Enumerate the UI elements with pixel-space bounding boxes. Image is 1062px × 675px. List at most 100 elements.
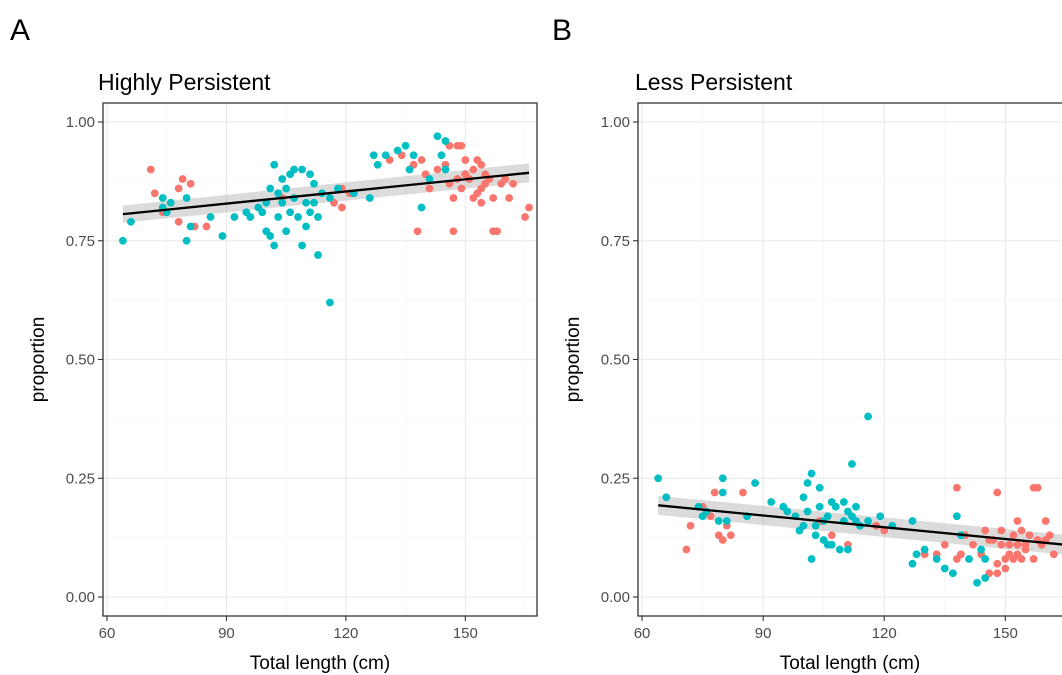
panel-b-point-series-2	[767, 498, 776, 506]
panel-b-point-series-2	[815, 502, 824, 511]
panel-b-point-series-1	[981, 526, 990, 535]
panel-a-point-series-1	[461, 156, 470, 164]
panel-b-point-series-2	[977, 545, 986, 554]
panel-a-point-series-1	[493, 227, 502, 236]
panel-b-point-series-2	[722, 517, 731, 525]
panel-a-point-series-2	[230, 213, 239, 221]
panel-a-y-tick-label: 0.25	[66, 470, 95, 487]
panel-a-point-series-1	[525, 203, 533, 212]
panel-b-point-series-1	[952, 483, 961, 492]
panel-b-point-series-2	[973, 578, 981, 587]
panel-b-point-series-2	[811, 531, 820, 540]
panel-a-point-series-1	[509, 179, 518, 188]
panel-b-point-series-1	[969, 540, 977, 549]
panel-b-point-series-2	[827, 540, 836, 549]
panel-a-point-series-2	[409, 151, 418, 160]
panel-a-point-series-2	[441, 137, 450, 145]
panel-b-point-series-2	[864, 517, 872, 525]
panel-b-y-tick-label: 0.25	[601, 470, 630, 487]
panel-a-point-series-2	[182, 194, 191, 202]
panel-b-point-series-1	[957, 550, 965, 559]
panel-a-point-series-2	[441, 165, 450, 174]
panel-a-point-series-2	[298, 165, 306, 174]
panel-b-x-tick-label: 60	[634, 625, 651, 642]
panel-b-point-series-1	[710, 488, 719, 497]
panel-a-point-series-1	[174, 184, 183, 193]
panel-a-point-series-1	[457, 184, 466, 193]
panel-a-point-series-1	[457, 141, 466, 150]
panel-b-point-series-1	[686, 521, 695, 530]
panel-a-x-tick-label: 60	[99, 625, 116, 642]
panel-b-point-series-2	[912, 550, 921, 559]
panel-b-x-axis-label: Total length (cm)	[780, 653, 920, 674]
panel-b-point-series-2	[852, 502, 860, 511]
panel-b-point-series-1	[1017, 526, 1026, 535]
panel-a-point-series-2	[158, 194, 167, 202]
panel-b-point-series-1	[1013, 540, 1022, 549]
panel-a-point-series-1	[501, 175, 510, 183]
panel-b-point-series-1	[1001, 564, 1010, 573]
panel-b-title: Less Persistent	[635, 69, 793, 95]
panel-a-point-series-1	[413, 227, 422, 236]
panel-a-point-series-2	[302, 198, 310, 207]
panel-a-point-series-2	[270, 160, 279, 169]
panel-b-points	[654, 412, 1062, 587]
panel-b-point-series-2	[965, 555, 973, 563]
panel-a-point-series-2	[266, 232, 275, 240]
panel-a-point-series-1	[417, 156, 426, 164]
panel-a-point-series-2	[274, 189, 283, 198]
panel-b-point-series-1	[997, 540, 1006, 549]
panel-b-point-series-1	[993, 559, 1002, 568]
panel-b-x-tick-label: 90	[755, 625, 772, 642]
panel-b-point-series-1	[718, 536, 727, 544]
panel-b-x-tick-label: 120	[872, 625, 897, 642]
panel-b-point-series-2	[807, 555, 816, 563]
panel-b-point-series-1	[1045, 531, 1054, 540]
panel-a-point-series-2	[306, 170, 314, 179]
panel-b-point-series-1	[997, 526, 1006, 535]
panel-b-point-series-2	[952, 512, 961, 521]
panel-b-point-series-1	[726, 531, 735, 540]
panel-a-point-series-2	[310, 179, 318, 188]
panel-b-point-series-2	[718, 474, 727, 483]
panel-a-point-series-1	[505, 194, 514, 202]
panel-a-point-series-1	[489, 194, 498, 202]
panel-a-point-series-2	[126, 217, 135, 226]
panel-a-point-series-2	[381, 151, 390, 160]
panel-b-y-tick-label: 1.00	[601, 114, 630, 131]
panel-b-point-series-1	[827, 531, 836, 540]
panel-b-point-series-1	[993, 569, 1002, 578]
panel-a: A Highly Persistent 60 90 120 150 0.00 0.25 0.…	[10, 14, 538, 674]
panel-b-grid	[638, 103, 1062, 616]
panel-a-point-series-2	[119, 236, 127, 245]
panel-a-point-series-2	[326, 194, 334, 202]
panel-b-point-series-2	[803, 507, 812, 516]
panel-b-point-series-2	[864, 412, 872, 421]
panel-a-point-series-2	[286, 208, 295, 217]
panel-a-point-series-2	[218, 232, 227, 240]
panel-a-point-series-1	[186, 179, 195, 188]
panel-b-point-series-2	[839, 498, 848, 506]
panel-a-point-series-2	[278, 175, 287, 183]
panel-b-y-tick-label: 0.50	[601, 352, 630, 369]
panel-b-y-tick-label: 0.75	[601, 233, 630, 250]
panel-b-fit-line	[658, 504, 1062, 546]
panel-a-point-series-2	[373, 160, 382, 169]
panel-a-point-series-2	[294, 213, 303, 221]
panel-a-point-series-2	[166, 198, 175, 207]
panel-a-fit-line	[122, 171, 530, 216]
panel-b-point-series-2	[799, 521, 808, 530]
panel-a-point-series-1	[425, 184, 434, 193]
panel-b-point-series-1	[1021, 545, 1030, 554]
panel-a-point-series-2	[266, 184, 275, 193]
panel-a-point-series-2	[405, 165, 414, 174]
panel-a-point-series-2	[365, 194, 374, 202]
panel-b-point-series-1	[1041, 517, 1050, 525]
panel-a-points	[119, 132, 533, 307]
panel-a-point-series-2	[326, 298, 334, 307]
panel-b: B Less Persistent 60 90 120 150 0.00 0.25 0.50…	[552, 14, 1062, 674]
panel-a-point-series-2	[278, 198, 287, 207]
panel-b-point-series-2	[751, 479, 759, 487]
panel-a-point-series-2	[437, 151, 446, 160]
